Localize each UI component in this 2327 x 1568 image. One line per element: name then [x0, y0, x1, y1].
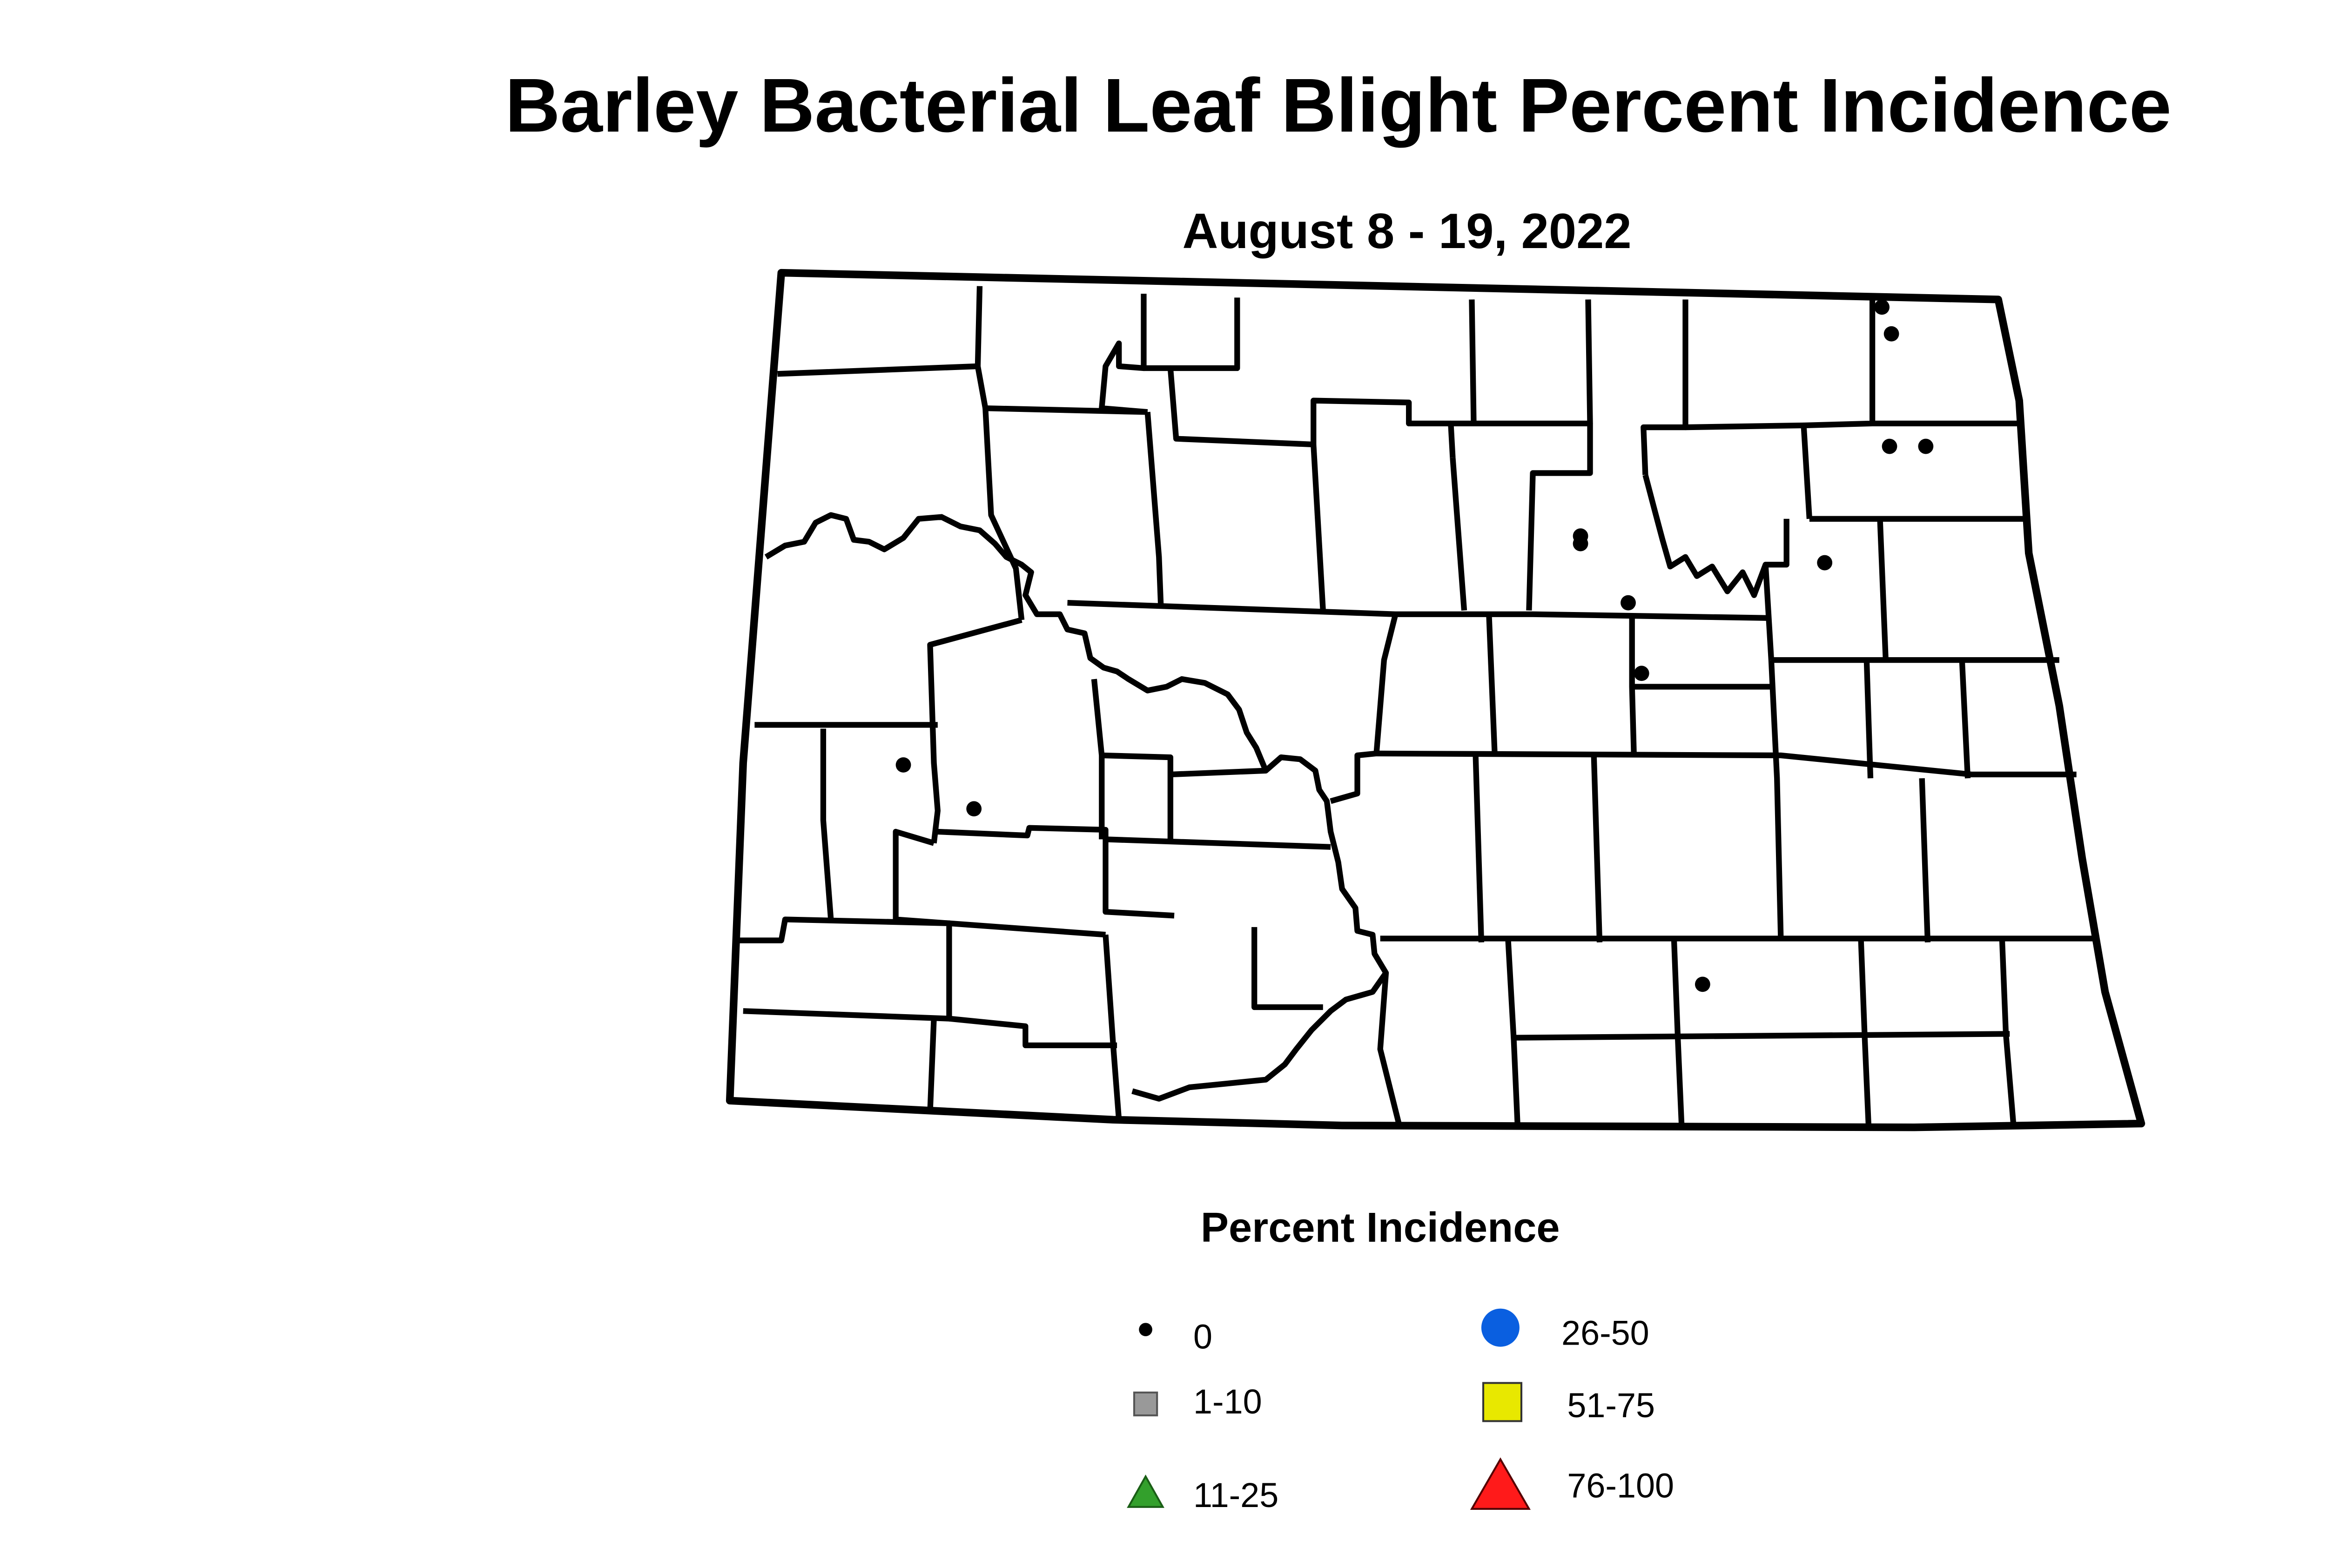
county-line [927, 617, 1022, 844]
county-line [739, 916, 952, 1022]
site-marker [1882, 438, 1897, 454]
triangle-symbol [1127, 1474, 1164, 1508]
site-marker [1621, 595, 1636, 611]
square-symbol [1133, 1391, 1158, 1417]
county-line [1311, 444, 1326, 611]
square-symbol [1482, 1382, 1523, 1422]
legend-item-label: 1-10 [1193, 1382, 1262, 1421]
county-line [1762, 518, 1789, 660]
county-line [1801, 299, 1876, 519]
legend: Percent Incidence 0 1-10 11-25 26-50 51-… [1127, 1204, 1674, 1514]
county-line [1448, 299, 1477, 458]
county-line [1330, 613, 1399, 804]
legend-item-label: 0 [1193, 1318, 1212, 1356]
county-line [1641, 299, 1688, 475]
county-line [1526, 423, 1593, 611]
county-line [1377, 972, 1402, 1126]
map-title: Barley Bacterial Leaf Blight Percent Inc… [505, 63, 2172, 148]
county-line [1959, 660, 1971, 779]
site-marker [1634, 666, 1649, 681]
county-line [1170, 767, 1266, 778]
county-line [1376, 750, 2077, 778]
site-marker [966, 801, 982, 817]
county-line [937, 825, 1175, 919]
legend-item-2: 11-25 [1127, 1474, 1278, 1514]
county-line [1102, 752, 1174, 840]
county-line [1473, 755, 1485, 942]
state-outline [726, 269, 2145, 1131]
county-line [820, 728, 834, 920]
county-line [1513, 1031, 2010, 1041]
county-line [1877, 518, 1889, 660]
county-line [1671, 938, 1685, 1126]
site-marker [895, 757, 911, 773]
county-line [948, 1016, 1117, 1049]
county-line [1863, 660, 1874, 779]
circle-symbol [1481, 1308, 1520, 1347]
county-line [1591, 755, 1603, 942]
county-line [1486, 614, 1498, 754]
legend-item-1: 1-10 [1133, 1382, 1262, 1421]
county-line [1450, 458, 1467, 611]
site-marker [1573, 536, 1588, 552]
lake-sakakawea-shore [1642, 474, 1769, 598]
county-line [1685, 422, 1804, 431]
county-line [1067, 599, 1771, 621]
site-marker [1874, 299, 1890, 315]
legend-item-label: 51-75 [1567, 1386, 1655, 1425]
county-line [1505, 938, 1520, 1126]
county-line [982, 408, 1025, 620]
site-marker [1817, 555, 1833, 571]
county-boundaries [739, 286, 2096, 1126]
legend-item-label: 26-50 [1561, 1313, 1649, 1352]
county-line [1144, 411, 1164, 607]
county-line [1858, 938, 1872, 1126]
legend-item-label: 11-25 [1193, 1476, 1278, 1514]
county-line [1999, 938, 2017, 1126]
county-line [927, 1018, 937, 1112]
county-line [1768, 660, 1784, 939]
county-line [1143, 365, 1314, 448]
lake-sakakawea-shore [764, 512, 1389, 1102]
legend-item-3: 26-50 [1481, 1308, 1649, 1352]
county-line [893, 828, 1106, 938]
triangle-symbol [1470, 1457, 1531, 1510]
legend-item-0: 0 [1139, 1318, 1212, 1356]
site-marker [1883, 326, 1899, 342]
county-line [1919, 778, 1931, 942]
county-line [777, 286, 983, 377]
county-line [1251, 927, 1323, 1010]
county-line [1103, 934, 1122, 1120]
county-line [1105, 836, 1331, 850]
legend-item-5: 76-100 [1470, 1457, 1674, 1510]
survey-sites [895, 299, 1934, 992]
north-dakota-map [726, 269, 2145, 1131]
site-marker [1918, 438, 1934, 454]
legend-item-4: 51-75 [1482, 1382, 1655, 1425]
county-line [1170, 297, 1240, 371]
county-line [1311, 397, 1451, 444]
site-marker [1695, 976, 1710, 992]
legend-title: Percent Incidence [1201, 1204, 1560, 1251]
map-subtitle: August 8 - 19, 2022 [1182, 203, 1631, 259]
legend-item-label: 76-100 [1567, 1466, 1674, 1505]
dot-symbol [1139, 1323, 1152, 1337]
